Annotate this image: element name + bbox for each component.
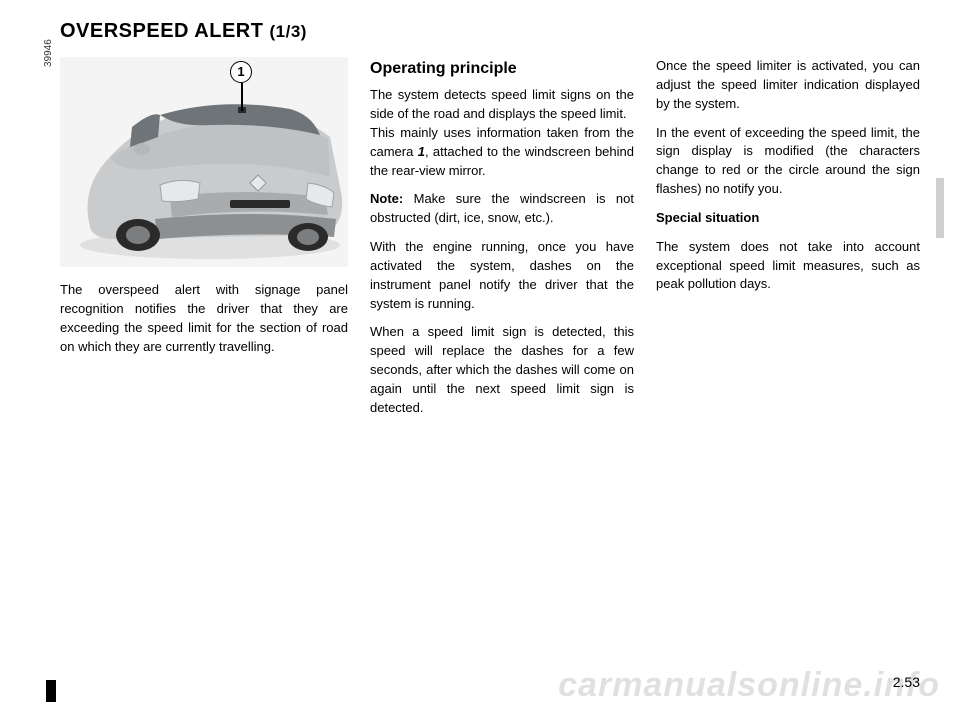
camera-ref: 1 (418, 144, 425, 159)
page-title: OVERSPEED ALERT (1/3) (60, 20, 920, 43)
column-1: 39946 (60, 57, 348, 428)
col2-p3: With the engine running, once you have a… (370, 238, 634, 313)
column-2: Operating principle The system detects s… (370, 57, 634, 428)
car-illustration (60, 57, 348, 267)
col2-p4: When a speed limit sign is detected, thi… (370, 323, 634, 417)
crop-mark (46, 680, 56, 702)
figure-callout-1: 1 (230, 61, 252, 83)
callout-number: 1 (237, 63, 244, 82)
title-main: OVERSPEED ALERT (60, 20, 270, 42)
side-tab-indicator (936, 178, 944, 238)
vehicle-figure: 39946 (60, 57, 348, 267)
col3-p1: Once the speed limiter is activated, you… (656, 57, 920, 114)
col3-p2: In the event of exceeding the speed limi… (656, 124, 920, 199)
image-reference-number: 39946 (42, 39, 57, 67)
operating-principle-heading: Operating principle (370, 57, 634, 80)
title-page-indicator: (1/3) (270, 22, 307, 41)
col3-p3-body: The system does not take into account ex… (656, 238, 920, 295)
col2-p1a: The system detects speed limit signs on … (370, 87, 634, 121)
note-label: Note: (370, 191, 403, 206)
manual-page: OVERSPEED ALERT (1/3) 39946 (0, 0, 960, 710)
callout-leader-line (241, 83, 243, 111)
col2-p2: Note: Make sure the windscreen is not ob… (370, 190, 634, 228)
callout-bubble: 1 (230, 61, 252, 83)
content-columns: 39946 (60, 57, 920, 428)
note-body: Make sure the windscreen is not obstruct… (370, 191, 634, 225)
watermark: carmanualsonline.info (558, 666, 940, 705)
column-3: Once the speed limiter is activated, you… (656, 57, 920, 428)
special-situation-heading: Special situation (656, 209, 920, 228)
col2-p1: The system detects speed limit signs on … (370, 86, 634, 180)
figure-caption: The overspeed alert with signage panel r… (60, 281, 348, 356)
